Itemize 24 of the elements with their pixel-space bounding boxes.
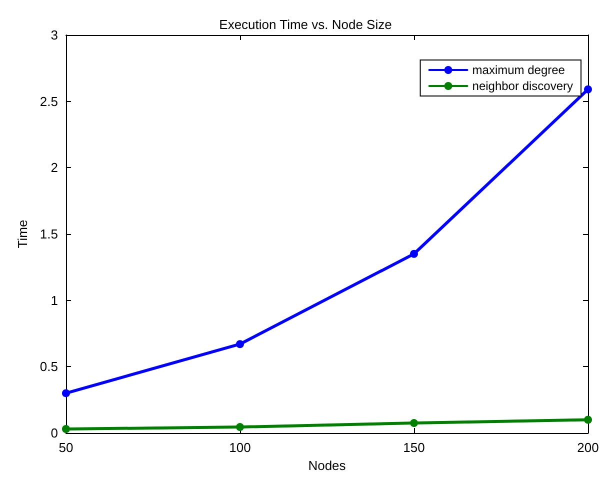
point xyxy=(236,423,244,432)
x-axis-title: Nodes xyxy=(308,458,346,473)
x-tick-label: 50 xyxy=(58,440,74,455)
y-tick-label: 2 xyxy=(50,160,58,176)
point xyxy=(62,389,70,398)
x-tick-label: 200 xyxy=(577,440,599,455)
legend-label: neighbor discovery xyxy=(472,79,574,93)
point xyxy=(410,250,418,258)
x-tick-label: 150 xyxy=(403,440,425,455)
y-axis-title: Time xyxy=(15,220,30,248)
y-tick-label: 3 xyxy=(50,28,58,42)
point xyxy=(62,425,70,434)
y-tick-label: 1.5 xyxy=(40,226,58,242)
point xyxy=(584,416,592,424)
point xyxy=(410,419,418,428)
y-tick-label: 0 xyxy=(50,426,58,440)
chart-title: Execution Time vs. Node Size xyxy=(219,17,392,32)
point xyxy=(236,340,244,348)
y-tick-label: 0.5 xyxy=(40,359,58,374)
point xyxy=(584,85,592,94)
y-tick-label: 2.5 xyxy=(40,94,58,109)
legend-label: maximum degree xyxy=(472,63,566,77)
y-tick-label: 1 xyxy=(50,292,58,308)
x-tick-label: 100 xyxy=(229,440,251,455)
